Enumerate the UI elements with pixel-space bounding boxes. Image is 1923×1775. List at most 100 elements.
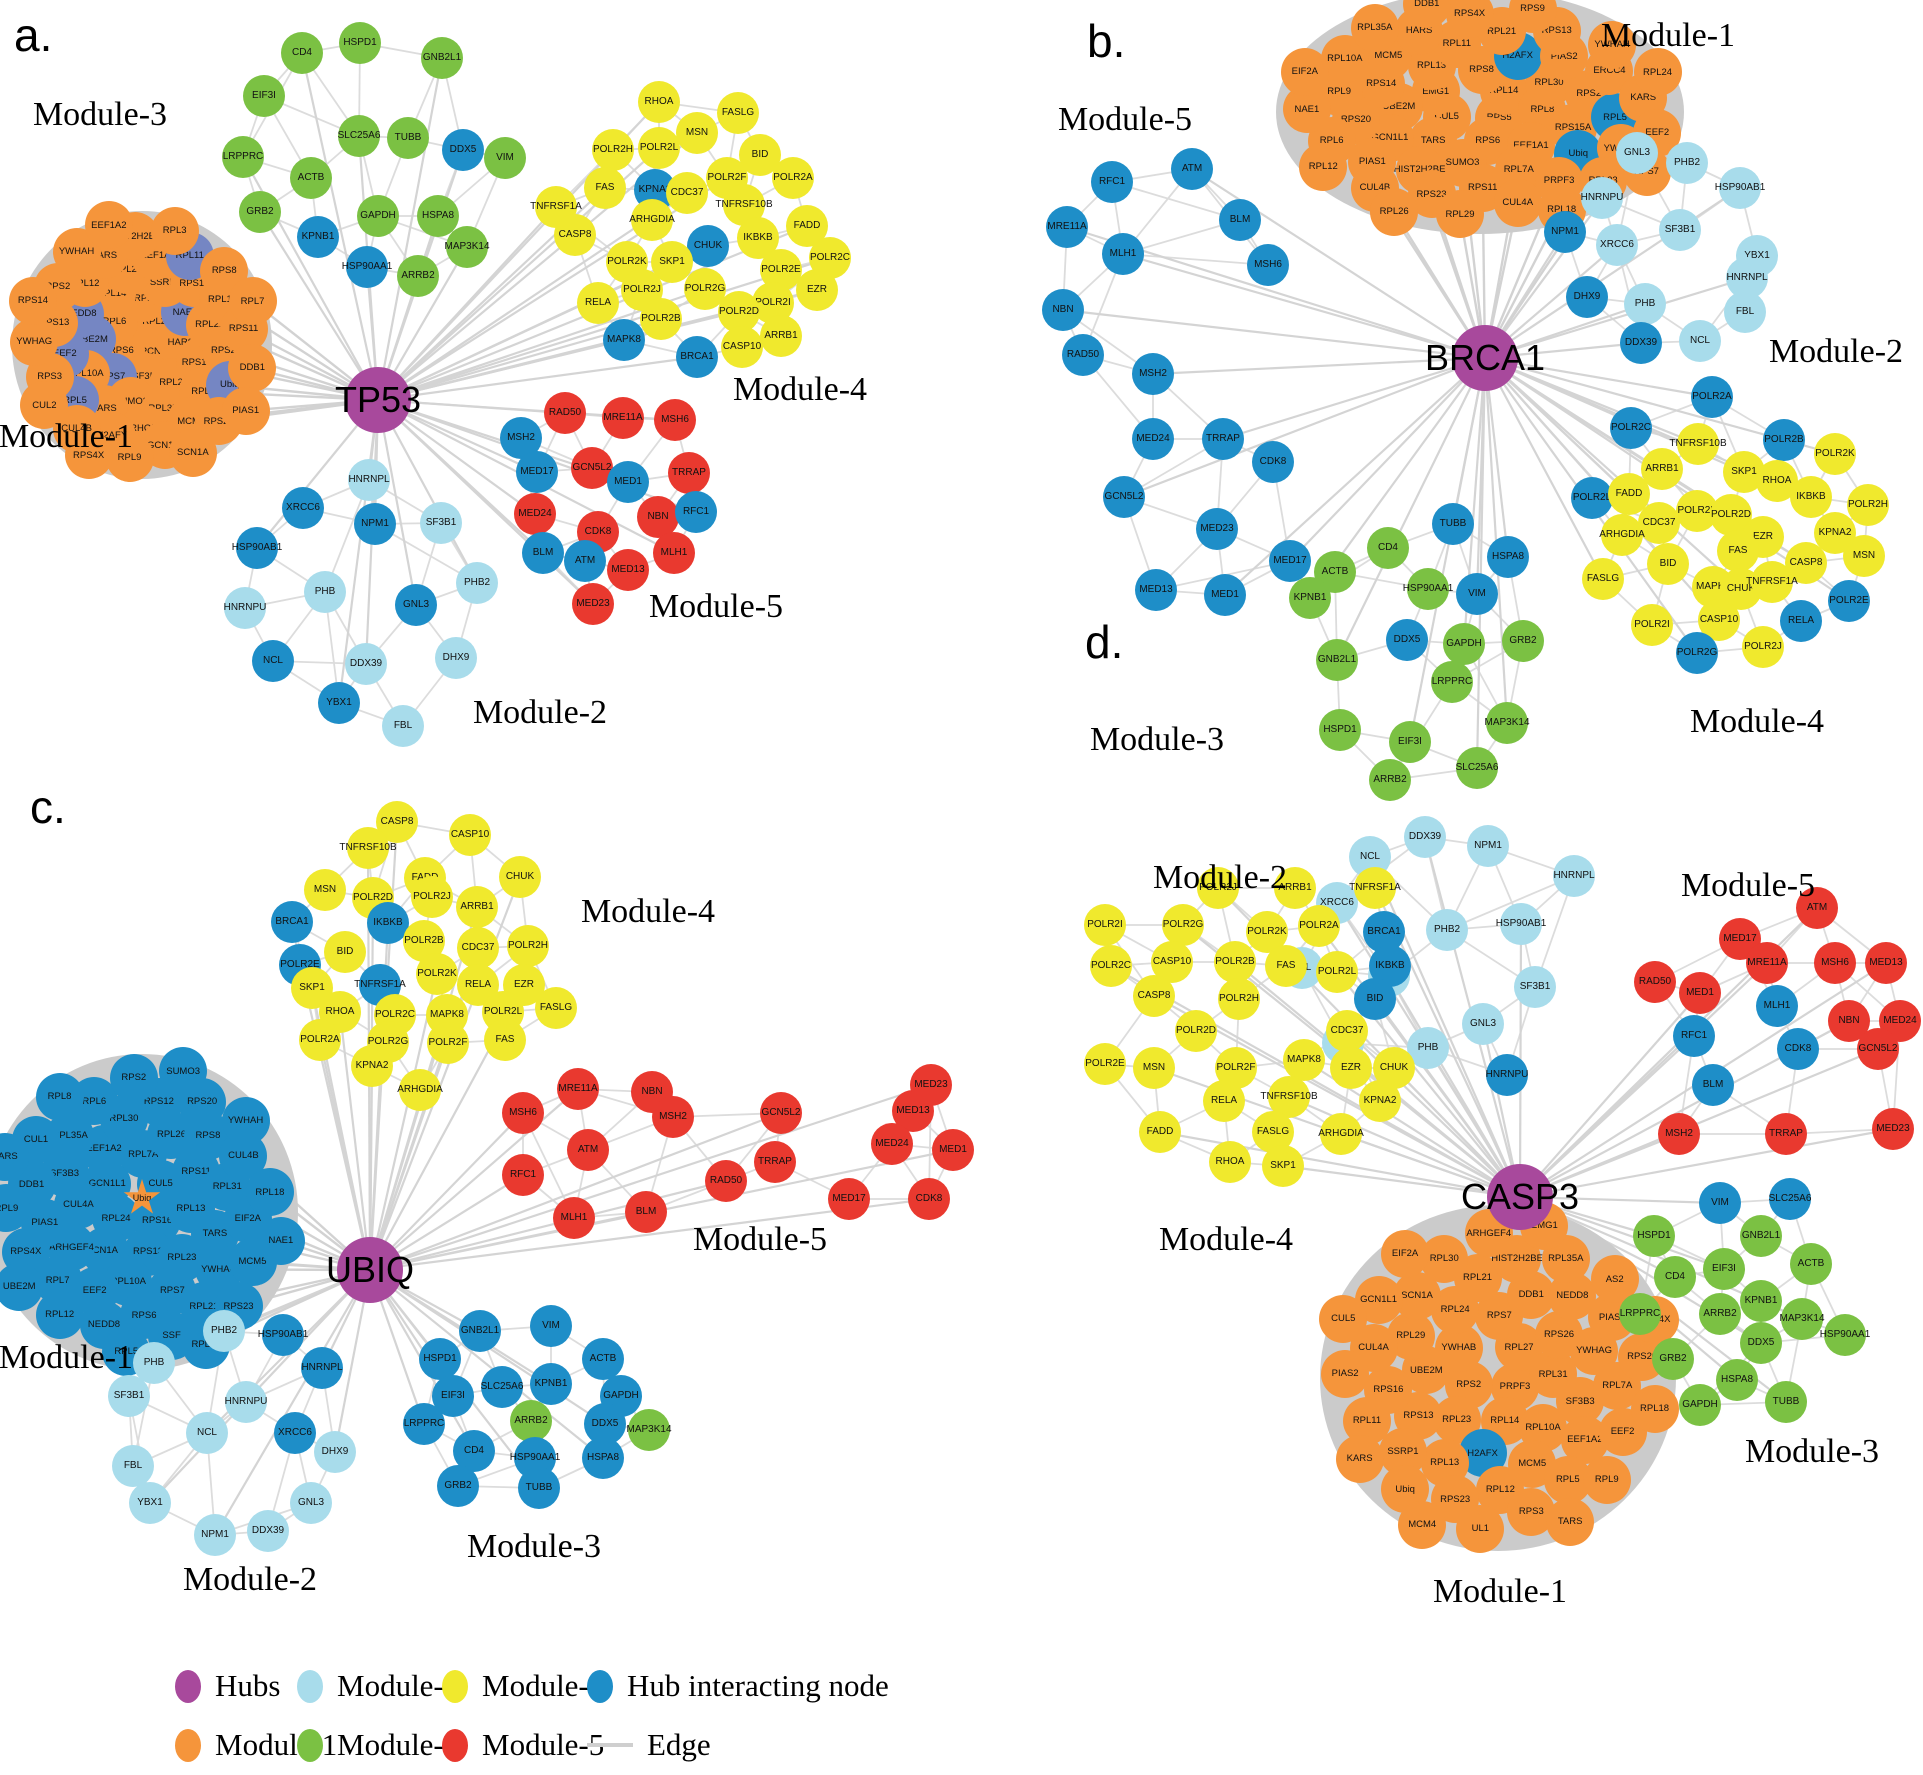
network-node: POLR2H: [1218, 978, 1260, 1020]
node-label: RPL12: [70, 277, 100, 289]
network-node: GNL3: [1616, 132, 1658, 174]
network-node: TUBB: [518, 1467, 560, 1509]
network-node: DDX5: [1386, 619, 1428, 661]
network-node: MED17: [828, 1178, 870, 1220]
node-label: EZR: [514, 979, 534, 990]
node-label: SSRP1: [1387, 1446, 1419, 1458]
node-label: MCM4: [1408, 1519, 1437, 1531]
node-label: RPL27: [1504, 1341, 1534, 1353]
node-label: RPS2: [45, 280, 71, 292]
network-node: FASLG: [717, 92, 759, 134]
node-label: TRRAP: [672, 467, 706, 478]
network-node: TNFRSF10B: [339, 827, 397, 869]
node-label: HSPD1: [423, 1353, 457, 1364]
node-label: Ubiq: [1568, 148, 1589, 160]
node-label: RPS23: [203, 415, 234, 427]
node-label: RPS3: [1518, 1506, 1544, 1518]
node-label: YWHAG: [1576, 1345, 1612, 1357]
network-node: MLH1: [1756, 985, 1798, 1027]
network-node: CD4: [1367, 527, 1409, 569]
network-node: POLR2H: [1847, 484, 1889, 526]
module-label: Module-2: [1768, 333, 1904, 370]
node-label: NAE1: [1294, 103, 1320, 115]
node-label: YWHAH: [58, 246, 95, 258]
node-label: CHUK: [693, 240, 723, 251]
network-node: BID: [324, 931, 366, 973]
node-label: FADD: [1615, 488, 1643, 499]
network-node: RAD50: [705, 1160, 747, 1202]
node-label: CDK8: [584, 526, 612, 537]
edge: [377, 399, 478, 584]
node-label: PIAS2: [1550, 50, 1578, 62]
network-node: MED1: [1204, 574, 1246, 616]
node-label: MLH1: [1109, 248, 1137, 259]
node-label: RFC1: [509, 1169, 537, 1180]
node-label: GAPDH: [1682, 1399, 1718, 1410]
node-label: EEF2: [82, 1285, 107, 1297]
edge: [377, 355, 698, 402]
node-label: NEDD8: [87, 1318, 121, 1330]
edge: [1408, 357, 1487, 743]
node-label: SLC25A6: [480, 1381, 524, 1392]
panel-letter: a.: [14, 9, 53, 61]
node-label: RPS7: [100, 370, 126, 382]
node-label: SF3B1: [1664, 224, 1696, 235]
network-node: EIF2A: [1381, 1229, 1430, 1278]
network-node: ARRB2: [510, 1400, 552, 1442]
network-node: FBL: [112, 1445, 154, 1487]
node-label: RPS4X: [1453, 8, 1486, 20]
node-label: POLR2J: [623, 284, 661, 295]
node-label: POLR2B: [641, 313, 681, 324]
node-label: RPL18: [255, 1186, 285, 1198]
network-node: MSN: [304, 869, 346, 911]
network-node: DDX39: [345, 643, 387, 685]
node-label: EEF1A2: [1567, 1434, 1603, 1446]
node-label: HSP90AB1: [1714, 182, 1766, 193]
network-node: TRRAP: [668, 452, 710, 494]
network-node: GCN5L2: [571, 447, 613, 489]
node-label: UBE2M: [1382, 101, 1416, 113]
node-label: POLR2B: [404, 935, 444, 946]
node-label: RPL14: [191, 1339, 221, 1351]
node-label: ARRB2: [1373, 774, 1407, 785]
node-label: RPL5: [63, 394, 87, 406]
node-label: KARS: [1630, 91, 1657, 103]
network-node: POLR2E: [1084, 1043, 1126, 1085]
network-node: FAS: [1265, 945, 1307, 987]
node-label: RPL11: [175, 249, 204, 261]
node-label: HNRNPL: [348, 474, 390, 485]
node-label: NPM1: [1551, 226, 1579, 237]
network-node: BLM: [1219, 199, 1261, 241]
node-label: RPL12: [1308, 160, 1338, 172]
node-label: RPL12: [1485, 1483, 1515, 1495]
node-label: ARRB2: [1703, 1308, 1737, 1319]
node-label: POLR2H: [507, 940, 548, 951]
network-node: RFC1: [502, 1154, 544, 1196]
node-label: ACTB: [1797, 1258, 1825, 1269]
node-label: EEF1A: [140, 250, 171, 262]
network-node: HSP90AA1: [1403, 568, 1453, 610]
node-label: SF3B1: [113, 1390, 145, 1401]
node-label: EZR: [1753, 531, 1773, 542]
node-label: POLR2G: [1162, 919, 1204, 930]
network-node: PIAS1: [221, 386, 270, 435]
node-label: ARHGDIA: [629, 214, 675, 225]
node-label: POLR2A: [1692, 391, 1732, 402]
network-node: HSPA8: [1716, 1359, 1758, 1401]
node-label: MRE11A: [558, 1083, 598, 1094]
node-label: RPL10A: [1327, 53, 1363, 65]
node-label: HSPA8: [1720, 1374, 1754, 1385]
network-node: MSH2: [1658, 1113, 1700, 1155]
node-label: HNRNPU: [224, 1396, 268, 1407]
node-label: GNL3: [297, 1497, 325, 1508]
network-node: SLC25A6: [1456, 747, 1498, 789]
node-label: VIM: [1711, 1197, 1729, 1208]
node-label: UBE2M: [2, 1280, 36, 1292]
network-node: YWHAH: [221, 1096, 270, 1145]
node-label: POLR2F: [1216, 1062, 1256, 1073]
network-node: POLR2K: [1814, 433, 1856, 475]
node-label: TNFRSF1A: [1746, 576, 1798, 587]
network-node: EZR: [1330, 1047, 1372, 1089]
network-node: RPL8: [35, 1073, 84, 1121]
node-label: RPS20: [1340, 114, 1371, 126]
